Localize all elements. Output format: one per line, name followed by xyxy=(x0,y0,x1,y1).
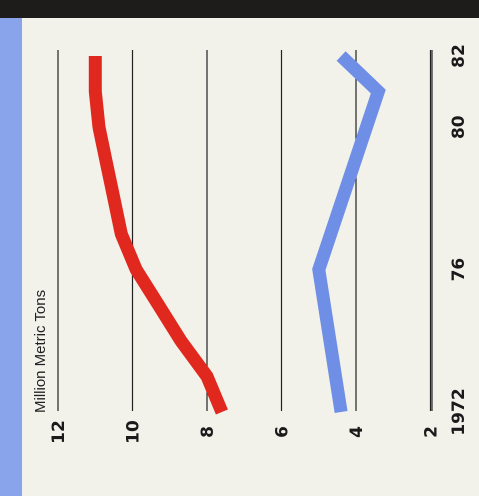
labels: Million Metric Tons 2 4 6 8 10 12 1972 76 80 82 xyxy=(32,44,469,444)
gridlines xyxy=(57,50,433,411)
value-tick-label: 8 xyxy=(198,426,218,438)
series-line-1 xyxy=(88,56,228,415)
left-blue-band xyxy=(0,18,22,496)
time-tick-label: 76 xyxy=(449,258,469,282)
top-dark-band xyxy=(0,0,479,18)
series-lines xyxy=(88,51,386,415)
series-line-2 xyxy=(312,51,386,414)
value-tick-label: 4 xyxy=(347,426,367,438)
value-tick-label: 6 xyxy=(273,426,293,438)
value-tick-label: 12 xyxy=(49,420,69,444)
time-tick-label: 82 xyxy=(449,44,469,68)
value-tick-label: 2 xyxy=(422,426,442,438)
time-tick-label: 80 xyxy=(449,115,469,139)
time-tick-label: 1972 xyxy=(449,388,469,435)
value-tick-label: 10 xyxy=(124,420,144,444)
y-axis-label: Million Metric Tons xyxy=(32,290,49,413)
